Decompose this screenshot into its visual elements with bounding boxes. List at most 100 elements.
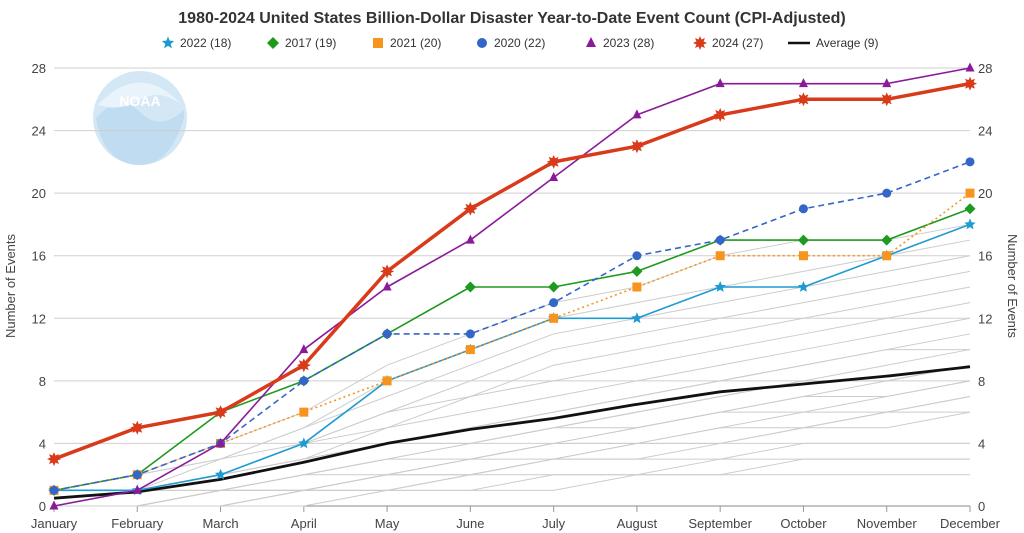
data-point — [216, 437, 226, 447]
y-tick-label-left: 12 — [32, 311, 46, 326]
chart-series — [47, 62, 977, 510]
background-year-line — [53, 223, 971, 491]
data-point — [546, 154, 561, 169]
y-tick-label-right: 8 — [978, 374, 985, 389]
legend-item: 2023 (28) — [586, 36, 654, 50]
legend-item: 2021 (20) — [373, 36, 441, 50]
series-line — [53, 161, 971, 492]
data-point — [299, 407, 309, 417]
data-point — [465, 329, 475, 339]
data-point — [881, 234, 893, 246]
x-tick-label: March — [202, 516, 238, 531]
series-line — [54, 223, 971, 492]
data-point — [132, 484, 142, 494]
data-point — [632, 251, 642, 261]
series-2021 — [49, 188, 975, 495]
legend-item: 2017 (19) — [267, 36, 336, 50]
x-tick-label: October — [780, 516, 827, 531]
data-point — [382, 376, 392, 386]
data-point — [631, 265, 643, 277]
noaa-logo: NOAA — [93, 71, 187, 165]
chart-legend: 2022 (18) 2017 (19) 2021 (20) 2020 (22) 2023… — [161, 36, 878, 50]
background-year-lines — [53, 223, 971, 507]
y-tick-label-right: 16 — [978, 249, 992, 264]
data-point — [465, 345, 475, 355]
data-point — [965, 157, 975, 167]
y-axis-left: 0 4 8 12 16 20 24 28 — [32, 61, 46, 514]
x-tick-label: November — [857, 516, 918, 531]
data-point — [631, 312, 643, 324]
data-point — [463, 201, 478, 216]
y-tick-label-right: 4 — [978, 436, 985, 451]
x-tick-label: May — [375, 516, 400, 531]
legend-swatch — [267, 37, 279, 49]
data-point — [715, 235, 725, 245]
series-line — [53, 192, 971, 492]
legend-label: 2017 (19) — [285, 36, 336, 50]
data-point — [798, 251, 808, 261]
data-point — [549, 313, 559, 323]
data-point — [796, 92, 811, 107]
data-point — [798, 78, 808, 88]
chart-title: 1980-2024 United States Billion-Dollar D… — [178, 10, 845, 27]
data-point — [132, 470, 142, 480]
data-point — [548, 281, 560, 293]
background-year-line — [53, 239, 971, 507]
legend-label: 2021 (20) — [390, 36, 441, 50]
series-average — [53, 365, 971, 500]
series-line — [53, 67, 971, 507]
y-tick-label-left: 16 — [32, 249, 46, 264]
data-point — [629, 139, 644, 154]
y-axis-right: 0 4 8 12 16 20 24 28 — [978, 61, 992, 514]
y-tick-label-right: 0 — [978, 499, 985, 514]
data-point — [882, 78, 892, 88]
data-point — [49, 500, 59, 510]
legend-label: Average (9) — [816, 36, 878, 50]
data-point — [715, 251, 725, 261]
data-point — [549, 298, 559, 308]
data-point — [632, 109, 642, 119]
x-tick-label: June — [456, 516, 484, 531]
legend-swatch — [161, 36, 175, 49]
legend-label: 2023 (28) — [603, 36, 654, 50]
data-point — [465, 234, 475, 244]
legend-swatch — [586, 37, 596, 47]
series-line — [53, 208, 971, 492]
y-tick-label-right: 24 — [978, 124, 992, 139]
data-point — [797, 281, 810, 292]
data-point — [130, 420, 145, 435]
background-year-line — [53, 255, 971, 491]
data-point — [797, 234, 809, 246]
x-tick-label: December — [940, 516, 1001, 531]
legend-swatch — [477, 38, 487, 48]
y-axis-title-right: Number of Events — [1005, 234, 1020, 339]
data-point — [963, 76, 977, 91]
data-point — [382, 281, 392, 291]
data-point — [464, 281, 476, 293]
y-tick-label-left: 20 — [32, 186, 46, 201]
y-tick-label-left: 28 — [32, 61, 46, 76]
x-axis: January February March April May June July Augu… — [31, 516, 1001, 531]
y-tick-label-right: 28 — [978, 61, 992, 76]
x-tick-label: September — [688, 516, 752, 531]
x-tick-label: January — [31, 516, 78, 531]
legend-item: 2020 (22) — [477, 36, 545, 50]
series-line — [53, 365, 971, 500]
x-tick-label: July — [542, 516, 566, 531]
data-point — [879, 92, 894, 107]
background-year-line — [53, 380, 971, 507]
data-point — [382, 329, 392, 339]
y-tick-label-left: 4 — [39, 436, 46, 451]
series-2024 — [47, 76, 977, 467]
data-point — [47, 452, 61, 467]
legend-item: Average (9) — [788, 36, 878, 50]
x-tick-label: February — [111, 516, 164, 531]
background-year-line — [54, 474, 970, 507]
y-tick-label-left: 0 — [39, 499, 46, 514]
data-point — [713, 107, 728, 122]
svg-text:NOAA: NOAA — [119, 93, 160, 109]
data-point — [715, 78, 725, 88]
legend-item: 2022 (18) — [161, 36, 231, 50]
data-point — [632, 282, 642, 292]
